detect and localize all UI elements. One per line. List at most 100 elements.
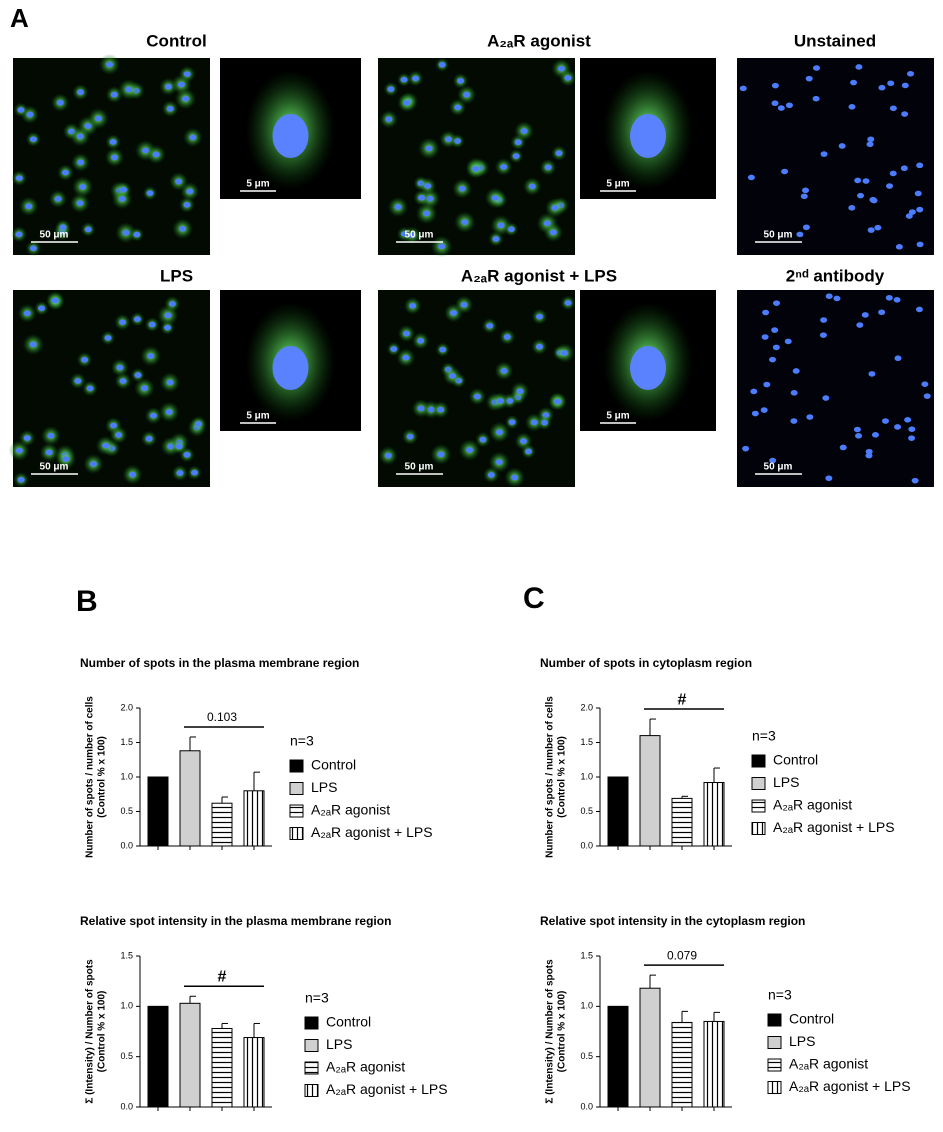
nucleus xyxy=(895,244,903,250)
nucleus xyxy=(152,151,160,158)
nucleus xyxy=(458,185,466,192)
nucleus xyxy=(17,476,25,483)
nucleus xyxy=(555,150,563,156)
y-tick-label: 1.0 xyxy=(120,1001,133,1011)
nucleus xyxy=(81,356,89,363)
nucleus xyxy=(29,245,37,252)
nucleus xyxy=(901,111,909,117)
nucleus xyxy=(857,192,865,199)
nucleus xyxy=(871,431,879,438)
nucleus xyxy=(106,61,114,68)
nucleus xyxy=(17,107,25,113)
scale-label: 50 μm xyxy=(764,230,793,241)
nucleus xyxy=(166,105,174,112)
nucleus xyxy=(29,341,37,348)
nucleus xyxy=(89,461,97,467)
nucleus xyxy=(437,451,445,458)
y-tick-label: 0.5 xyxy=(580,1051,593,1061)
nucleus xyxy=(408,232,416,239)
nucleus xyxy=(146,190,154,196)
chart-title: Number of spots in cytoplasm region xyxy=(540,656,752,670)
nucleus xyxy=(125,86,133,93)
nucleus xyxy=(908,426,916,432)
image-title: A₂ₐR agonist xyxy=(487,31,591,50)
scale-label: 50 μm xyxy=(40,462,69,473)
nucleus xyxy=(557,65,565,72)
nucleus xyxy=(497,398,505,404)
y-tick-label: 1.0 xyxy=(580,1001,593,1011)
nucleus xyxy=(850,79,858,86)
panel-label: B xyxy=(76,585,98,618)
nucleus xyxy=(760,407,768,413)
nucleus xyxy=(514,139,522,146)
panel-label: A xyxy=(10,3,29,33)
nucleus xyxy=(402,354,410,361)
legend-swatch xyxy=(304,1061,319,1075)
y-tick-label: 0.5 xyxy=(120,1051,133,1061)
nucleus xyxy=(444,136,452,143)
nucleus xyxy=(771,82,779,89)
legend-label: Control xyxy=(773,752,818,768)
nucleus xyxy=(134,372,142,378)
charts: Number of spots in the plasma membrane r… xyxy=(80,656,911,1111)
y-tick-label: 1.0 xyxy=(580,771,593,781)
nucleus xyxy=(771,100,779,107)
nucleus xyxy=(769,457,777,464)
nucleus xyxy=(149,412,157,419)
nucleus xyxy=(777,105,785,111)
nucleus xyxy=(390,346,398,352)
nucleus xyxy=(384,452,392,459)
legend-swatch xyxy=(767,1036,782,1049)
legend-swatch xyxy=(304,1016,319,1030)
legend-label: A₂ₐR agonist xyxy=(311,802,390,818)
nucleus xyxy=(762,309,770,316)
nucleus xyxy=(822,395,830,401)
inset-nucleus xyxy=(630,114,666,158)
nucleus xyxy=(889,170,897,177)
scale-label: 50 μm xyxy=(405,462,434,473)
nucleus xyxy=(820,317,828,323)
nucleus xyxy=(183,202,191,208)
bar xyxy=(671,1021,693,1108)
nucleus xyxy=(520,128,528,134)
nucleus xyxy=(889,105,897,112)
nucleus xyxy=(175,443,183,450)
nucleus xyxy=(516,388,524,395)
nucleus xyxy=(425,145,433,152)
nucleus xyxy=(56,99,64,106)
bar xyxy=(639,735,661,847)
nucleus xyxy=(29,136,37,143)
nucleus xyxy=(487,472,495,478)
legend-label: A₂ₐR agonist + LPS xyxy=(773,819,895,835)
nucleus xyxy=(904,417,912,423)
nucleus xyxy=(102,442,110,449)
nucleus xyxy=(848,104,856,110)
nucleus xyxy=(86,385,94,392)
nucleus xyxy=(454,104,462,111)
nucleus xyxy=(461,219,469,225)
legend-label: Control xyxy=(789,1011,834,1027)
bar xyxy=(703,1020,725,1108)
image-title: Control xyxy=(146,31,206,50)
legend-label: LPS xyxy=(311,779,337,795)
y-tick-label: 0.0 xyxy=(120,1101,133,1111)
nucleus xyxy=(761,334,769,340)
nucleus xyxy=(460,301,468,308)
nucleus xyxy=(865,448,873,455)
nucleus xyxy=(387,86,395,92)
nucleus xyxy=(900,165,908,172)
nucleus xyxy=(855,433,863,439)
nucleus xyxy=(867,227,875,233)
bar xyxy=(671,797,693,847)
bar xyxy=(607,1005,629,1108)
nucleus xyxy=(164,324,172,331)
nucleus xyxy=(492,236,500,242)
y-axis-label: (Control % x 100) xyxy=(557,991,568,1073)
significance-label: 0.103 xyxy=(207,710,237,724)
nucleus xyxy=(905,213,913,219)
nucleus xyxy=(802,224,810,231)
nucleus xyxy=(423,210,431,217)
legend-label: A₂ₐR agonist xyxy=(326,1059,405,1075)
nucleus xyxy=(916,241,924,248)
nucleus xyxy=(466,447,474,453)
